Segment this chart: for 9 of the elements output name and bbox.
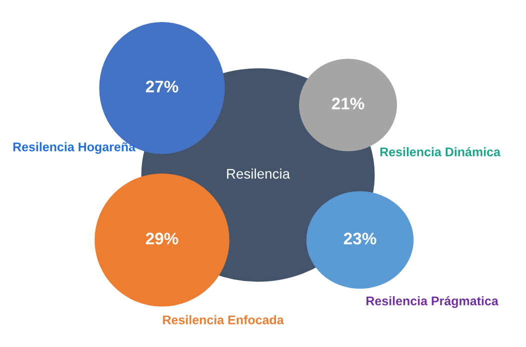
data-label: 27%: [146, 80, 178, 92]
data-label: 29%: [146, 232, 178, 244]
category-label: Resilencia Dinámica: [380, 147, 501, 156]
data-label: 21%: [332, 98, 364, 110]
data-label: 23%: [344, 232, 376, 244]
category-label: Resilencia Prágmatica: [366, 296, 498, 308]
category-label: Resilencia Enfocada: [163, 315, 284, 324]
category-label: Resilencia Hogareña: [13, 142, 136, 154]
text: Resilencia: [227, 168, 290, 179]
